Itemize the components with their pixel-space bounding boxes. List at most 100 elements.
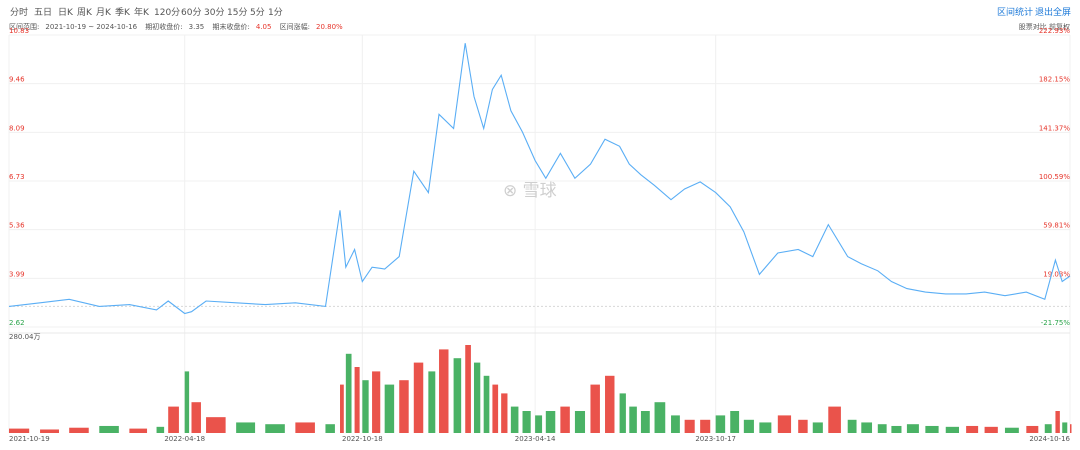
- range-info: 区间范围: 2021-10-19 ~ 2024-10-16 期初收盘价: 3.35 …: [9, 22, 349, 32]
- period-tab-day-k[interactable]: 日K: [58, 8, 73, 18]
- volume-bar: [384, 384, 395, 433]
- volume-bar: [156, 426, 165, 433]
- volume-bar: [428, 371, 436, 433]
- watermark-text: 雪球: [522, 181, 557, 201]
- range-label: 区间范围:: [9, 23, 40, 31]
- period-tab-60min[interactable]: 60分: [181, 8, 202, 18]
- period-tab-5min[interactable]: 5分: [250, 8, 265, 18]
- date-tick-label: 2024-10-16: [1029, 435, 1070, 443]
- volume-bar: [1004, 427, 1019, 433]
- volume-bar: [483, 375, 490, 433]
- volume-bar: [798, 419, 808, 433]
- price-tick-label: 10.83: [9, 27, 29, 35]
- volume-bar: [69, 427, 89, 433]
- volume-bar: [640, 411, 650, 433]
- volume-bar: [345, 353, 352, 433]
- pct-tick-label: 100.59%: [1039, 173, 1070, 181]
- volume-bar: [295, 422, 315, 433]
- volume-bar: [473, 362, 481, 433]
- volume-bar: [605, 375, 615, 433]
- volume-bar: [715, 415, 726, 433]
- price-tick-label: 3.99: [9, 270, 25, 278]
- period-tab-30min[interactable]: 30分: [204, 8, 225, 18]
- pct-tick-label: 59.81%: [1043, 222, 1070, 230]
- pct-tick-label: 182.15%: [1039, 76, 1070, 84]
- volume-bar: [1070, 424, 1072, 433]
- pct-tick-label: 222.93%: [1039, 27, 1070, 35]
- exit-fullscreen-button[interactable]: 退出全屏: [1035, 8, 1072, 18]
- volume-bar: [1062, 422, 1068, 433]
- volume-bar: [40, 429, 59, 433]
- volume-bar: [812, 422, 823, 433]
- change-label: 区间涨幅:: [279, 23, 311, 31]
- volume-bar: [372, 371, 381, 433]
- range-value: 2021-10-19 ~ 2024-10-16: [45, 23, 138, 31]
- date-tick-label: 2022-10-18: [342, 435, 383, 443]
- volume-bar: [777, 415, 792, 433]
- volume-bar: [439, 349, 449, 433]
- volume-bar: [184, 371, 190, 433]
- volume-bar: [574, 411, 586, 433]
- price-tick-label: 6.73: [9, 173, 25, 181]
- volume-bar: [206, 417, 226, 433]
- end-close-label: 期末收盘价:: [212, 23, 250, 31]
- volume-bar: [501, 393, 508, 433]
- volume-bar: [545, 411, 556, 433]
- volume-bar: [891, 425, 902, 433]
- watermark-logo: ⊗ 雪球: [503, 181, 557, 201]
- period-tab-year-k[interactable]: 年K: [134, 8, 149, 18]
- date-tick-label: 2023-04-14: [515, 435, 556, 443]
- period-tab-month-k[interactable]: 月K: [96, 8, 111, 18]
- volume-bar: [945, 426, 959, 433]
- period-tab-1min[interactable]: 1分: [268, 8, 283, 18]
- volume-bar: [1055, 411, 1060, 433]
- date-tick-label: 2023-10-17: [695, 435, 736, 443]
- volume-bar: [925, 425, 939, 433]
- period-tab-120min[interactable]: 120分: [154, 8, 181, 18]
- price-tick-label: 8.09: [9, 124, 25, 132]
- volume-bar: [522, 411, 531, 433]
- range-stats-button[interactable]: 区间统计: [997, 8, 1034, 18]
- start-close-label: 期初收盘价:: [145, 23, 183, 31]
- volume-bar: [730, 411, 740, 433]
- period-tab-15min[interactable]: 15分: [227, 8, 248, 18]
- volume-bar: [861, 422, 873, 433]
- volume-bar: [325, 424, 335, 433]
- date-tick-label: 2022-04-18: [164, 435, 205, 443]
- volume-bar: [453, 358, 462, 433]
- volume-bar: [700, 419, 711, 433]
- volume-bar: [399, 380, 409, 433]
- period-tab-minute[interactable]: 分时: [10, 8, 29, 18]
- volume-bar: [265, 424, 285, 433]
- period-toolbar: 分时 五日 日K 周K 月K 季K 年K 120分 60分 30分 15分 5分…: [0, 0, 1080, 22]
- volume-bar: [984, 426, 998, 433]
- volume-bar: [560, 406, 570, 433]
- period-tab-week-k[interactable]: 周K: [77, 8, 92, 18]
- start-close-value: 3.35: [188, 23, 205, 31]
- volume-bar: [465, 345, 471, 433]
- pct-tick-label: -21.75%: [1041, 319, 1071, 327]
- volume-bar: [654, 402, 666, 433]
- end-close-value: 4.05: [255, 23, 272, 31]
- volume-bar: [877, 424, 887, 433]
- pct-tick-label: 141.37%: [1039, 124, 1070, 132]
- volume-bar: [1026, 425, 1039, 433]
- volume-bar: [413, 362, 424, 433]
- volume-bar: [362, 380, 369, 433]
- volume-bar: [828, 406, 841, 433]
- volume-bar: [684, 419, 695, 433]
- period-tab-quarter-k[interactable]: 季K: [115, 8, 130, 18]
- volume-bar: [743, 419, 754, 433]
- compare-adjust-info[interactable]: 股票对比 前复权: [1018, 23, 1070, 31]
- price-tick-label: 2.62: [9, 319, 25, 327]
- period-tab-5day[interactable]: 五日: [34, 8, 53, 18]
- date-tick-label: 2021-10-19: [9, 435, 50, 443]
- volume-bar: [129, 428, 148, 433]
- volume-bar: [535, 415, 543, 433]
- volume-bar: [590, 384, 600, 433]
- volume-bar: [492, 384, 499, 433]
- volume-bar: [340, 384, 344, 433]
- volume-bar: [9, 428, 30, 433]
- price-line: [8, 43, 1071, 315]
